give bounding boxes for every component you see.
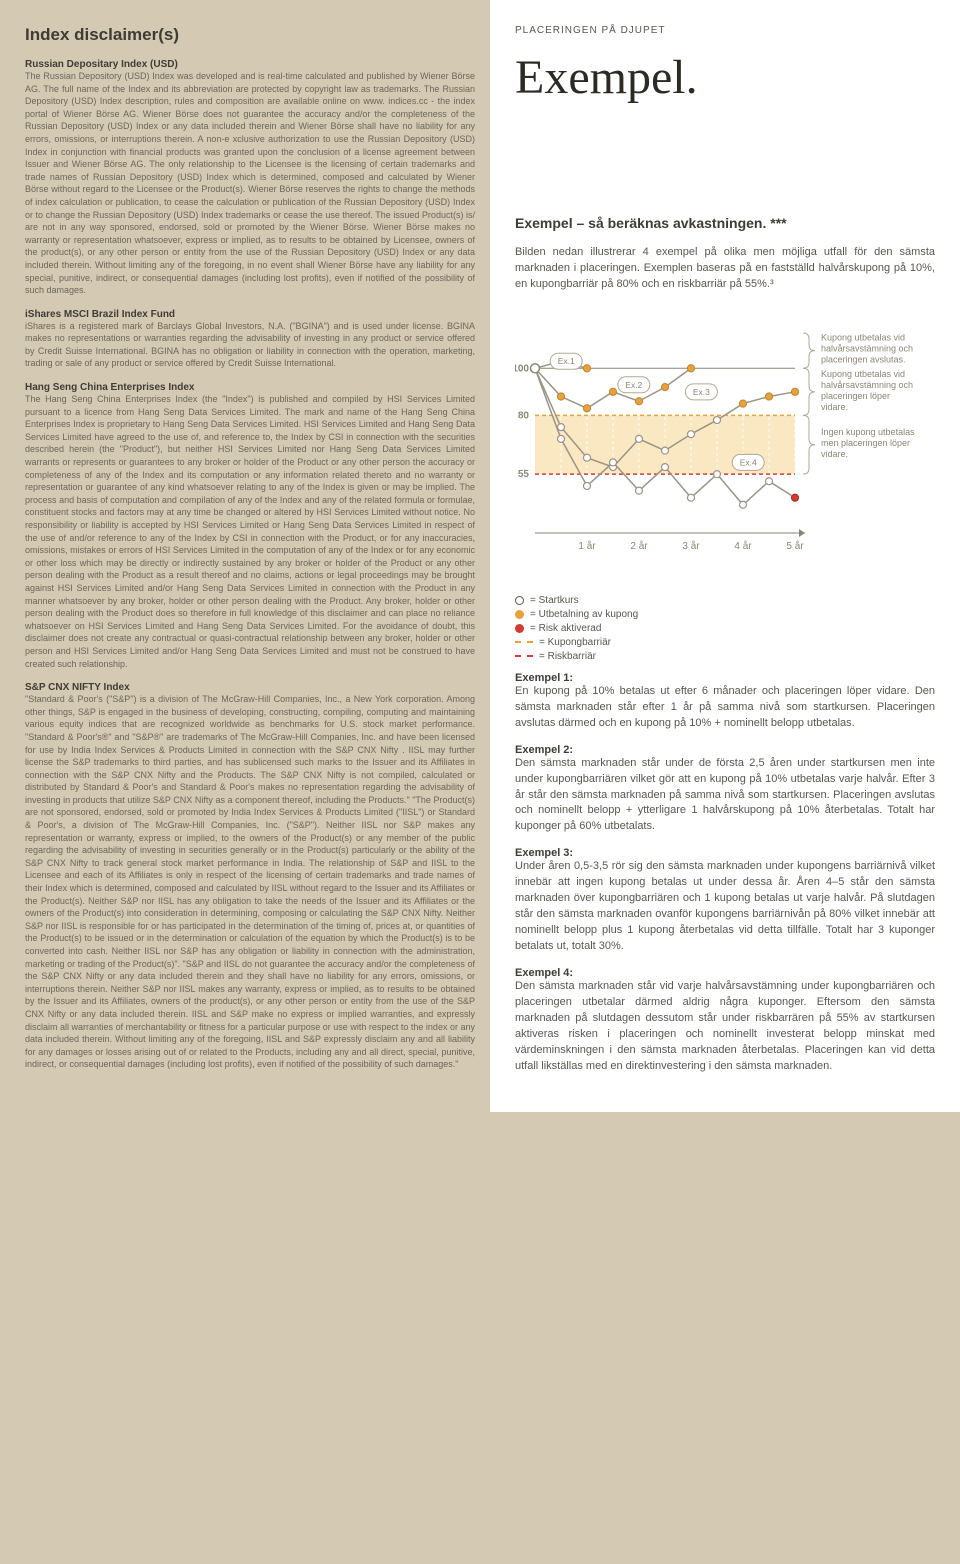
legend-swatch [515,596,524,605]
section-heading: Russian Depositary Index (USD) [25,59,475,70]
svg-text:4 år: 4 år [734,540,752,552]
svg-text:Ex.3: Ex.3 [693,387,710,397]
chart-legend: = Startkurs = Utbetalning av kupong = Risk… [515,595,935,662]
svg-text:Kupong utbetalas vid: Kupong utbetalas vid [821,332,905,342]
svg-text:80: 80 [518,410,530,421]
section-heading: S&P CNX NIFTY Index [25,682,475,693]
overline: PLACERINGEN PÅ DJUPET [515,25,935,36]
example-chart: 100 80 55 1 år 2 år 3 år 4 år 5 år Ex.1 Ex.2 Ex.3 E… [515,323,935,583]
section-body: The Hang Seng China Enterprises Index (t… [25,393,475,670]
legend-swatch [515,610,524,619]
example-body: Under åren 0,5-3,5 rör sig den sämsta ma… [515,859,935,955]
legend-label: = Kupongbarriär [539,637,611,648]
svg-text:halvårsavstämning och: halvårsavstämning och [821,343,913,353]
example-title: Exempel 4: [515,967,935,979]
legend-label: = Utbetalning av kupong [530,609,638,620]
legend-item: = Kupongbarriär [515,637,935,648]
svg-text:placeringen avslutas.: placeringen avslutas. [821,354,906,364]
svg-text:vidare.: vidare. [821,402,848,412]
section-body: "Standard & Poor's ("S&P") is a division… [25,693,475,1071]
svg-text:Ingen kupong utbetalas: Ingen kupong utbetalas [821,427,915,437]
right-column: PLACERINGEN PÅ DJUPET Exempel. Exempel –… [490,0,960,1112]
legend-item: = Riskbarriär [515,651,935,662]
svg-text:Ex.4: Ex.4 [740,457,757,467]
svg-text:1 år: 1 år [578,540,596,552]
svg-text:Kupong utbetalas vid: Kupong utbetalas vid [821,369,905,379]
example-title: Exempel 3: [515,847,935,859]
legend-swatch [515,624,524,633]
disclaimer-title: Index disclaimer(s) [25,25,475,45]
svg-text:Ex.1: Ex.1 [558,356,575,366]
legend-label: = Riskbarriär [539,651,596,662]
section-heading: Hang Seng China Enterprises Index [25,382,475,393]
svg-text:5 år: 5 år [786,540,804,552]
example-title: Exempel 2: [515,744,935,756]
legend-item: = Risk aktiverad [515,623,935,634]
subtitle: Exempel – så beräknas avkastningen. *** [515,215,935,231]
svg-text:2 år: 2 år [630,540,648,552]
left-column: Index disclaimer(s) Russian Depositary I… [0,0,490,1112]
svg-text:Ex.2: Ex.2 [625,380,642,390]
legend-label: = Startkurs [530,595,579,606]
legend-item: = Startkurs [515,595,935,606]
svg-text:halvårsavstämning och: halvårsavstämning och [821,380,913,390]
section-body: The Russian Depository (USD) Index was d… [25,70,475,297]
example-body: Den sämsta marknaden står vid varje halv… [515,979,935,1075]
section-heading: iShares MSCI Brazil Index Fund [25,309,475,320]
legend-swatch [515,641,533,643]
svg-text:55: 55 [518,469,530,480]
page-title: Exempel. [515,50,935,105]
example-body: Den sämsta marknaden står under de först… [515,756,935,836]
section-body: iShares is a registered mark of Barclays… [25,320,475,370]
svg-text:placeringen löper: placeringen löper [821,391,890,401]
intro-text: Bilden nedan illustrerar 4 exempel på ol… [515,245,935,293]
svg-text:vidare.: vidare. [821,449,848,459]
example-body: En kupong på 10% betalas ut efter 6 måna… [515,684,935,732]
svg-text:3 år: 3 år [682,540,700,552]
example-title: Exempel 1: [515,672,935,684]
svg-text:men placeringen löper: men placeringen löper [821,438,910,448]
legend-item: = Utbetalning av kupong [515,609,935,620]
legend-swatch [515,655,533,657]
svg-text:100: 100 [515,363,529,374]
legend-label: = Risk aktiverad [530,623,601,634]
